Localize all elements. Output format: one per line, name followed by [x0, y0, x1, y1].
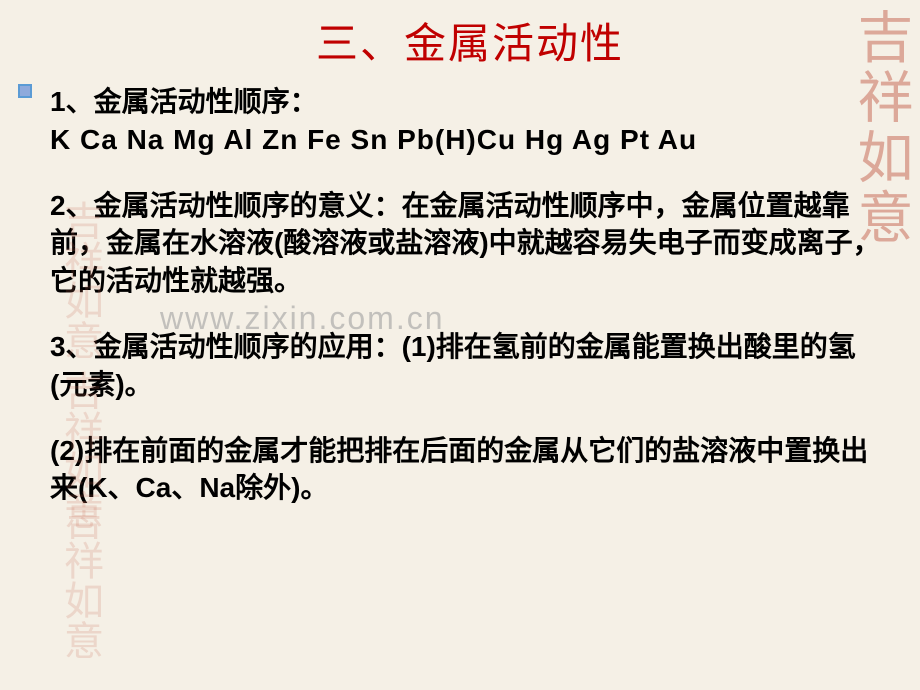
activity-sequence: K Ca Na Mg Al Zn Fe Sn Pb(H)Cu Hg Ag Pt …: [50, 121, 890, 159]
slide-container: 吉祥如意 吉祥如意 吉祥如意 吉祥如意 三、金属活动性 1、金属活动性顺序： K…: [0, 0, 920, 690]
stamp-bg-3: 吉祥如意: [60, 500, 100, 660]
section-3: 3、金属活动性顺序的应用：(1)排在氢前的金属能置换出酸里的氢(元素)。: [50, 328, 890, 404]
bullet-icon: [18, 84, 32, 98]
content-body: 1、金属活动性顺序： K Ca Na Mg Al Zn Fe Sn Pb(H)C…: [50, 83, 890, 507]
section-1-heading: 1、金属活动性顺序：: [50, 83, 890, 121]
section-1: 1、金属活动性顺序： K Ca Na Mg Al Zn Fe Sn Pb(H)C…: [50, 83, 890, 159]
section-2: 2、金属活动性顺序的意义：在金属活动性顺序中，金属位置越靠前，金属在水溶液(酸溶…: [50, 187, 890, 300]
slide-title: 三、金属活动性: [50, 10, 890, 71]
section-4: (2)排在前面的金属才能把排在后面的金属从它们的盐溶液中置换出来(K、Ca、Na…: [50, 432, 890, 508]
